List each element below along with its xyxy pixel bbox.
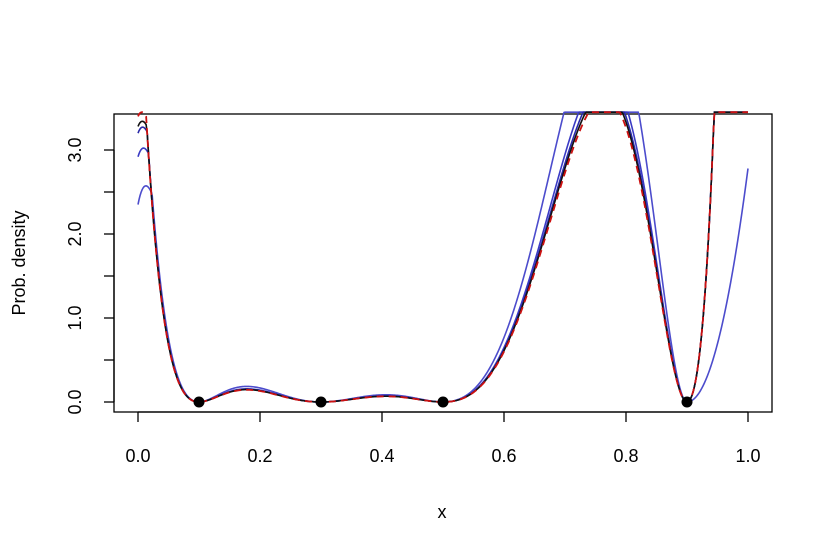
x-tick-label: 0.0 xyxy=(125,446,150,466)
x-tick-label: 0.2 xyxy=(247,446,272,466)
y-axis-label: Prob. density xyxy=(9,210,29,315)
root-point-3 xyxy=(437,396,449,408)
y-axis: 0.0 1.0 2.0 3.0 xyxy=(65,137,115,415)
y-tick-label: 2.0 xyxy=(65,221,85,246)
x-tick-label: 0.8 xyxy=(613,446,638,466)
y-tick-label: 0.0 xyxy=(65,389,85,414)
x-axis-label: x xyxy=(438,502,447,522)
root-points-group xyxy=(193,396,693,408)
x-tick-label: 0.6 xyxy=(491,446,516,466)
root-point-2 xyxy=(315,396,327,408)
y-tick-label: 3.0 xyxy=(65,137,85,162)
x-axis: 0.0 0.2 0.4 0.6 0.8 1.0 xyxy=(125,411,761,466)
series-line-2 xyxy=(137,111,748,403)
root-point-4 xyxy=(681,396,693,408)
y-tick-label: 1.0 xyxy=(65,305,85,330)
x-tick-label: 0.4 xyxy=(369,446,394,466)
root-point-1 xyxy=(193,396,205,408)
x-tick-label: 1.0 xyxy=(735,446,760,466)
series-group xyxy=(137,111,749,403)
